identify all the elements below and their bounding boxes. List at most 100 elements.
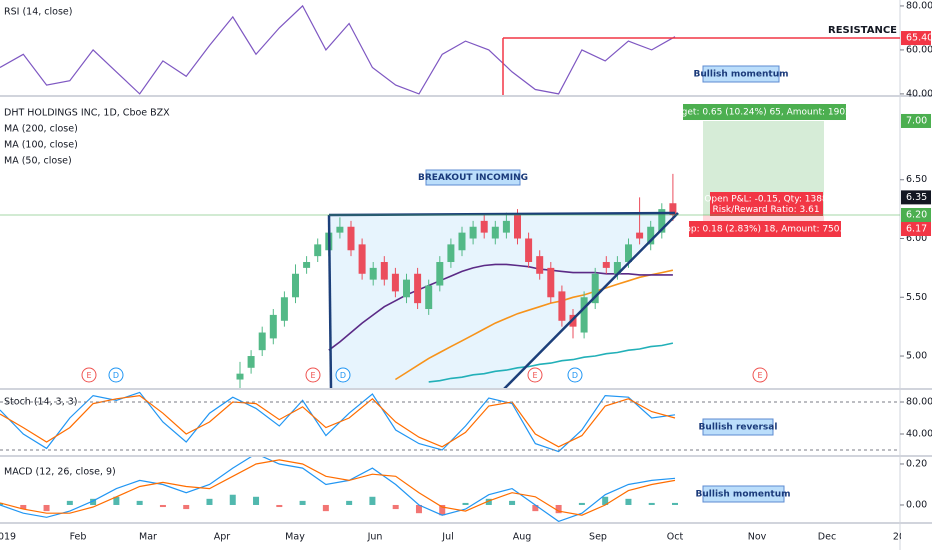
event-marker [81, 367, 97, 383]
histogram-bar [276, 504, 283, 508]
candle-body [280, 297, 288, 321]
candle-body [536, 256, 544, 274]
ma-legend: MA (200, close) [4, 124, 78, 135]
target-label-box [683, 104, 846, 120]
candle-body [425, 285, 433, 310]
histogram-bar [578, 502, 585, 505]
histogram-bar [509, 500, 516, 505]
candle-body [303, 262, 311, 268]
x-tick-label: Dec [818, 532, 836, 543]
pnl-label: Open P&L: -0.15, Qty: 1388 [704, 195, 828, 205]
candle-body [380, 262, 388, 280]
triangle-fill [329, 213, 675, 388]
histogram-bar [625, 498, 632, 505]
histogram-bar [253, 496, 260, 505]
axis-corner [901, 524, 932, 550]
histogram-bar [90, 498, 97, 505]
candle-body [658, 209, 666, 233]
candle-body [236, 373, 244, 380]
histogram-bar [532, 504, 539, 512]
event-label: E [757, 371, 762, 380]
event-marker [567, 367, 583, 383]
candle-body [591, 273, 599, 304]
annotation: Bullish reversal [699, 423, 778, 433]
x-tick-label: Oct [667, 532, 684, 543]
histogram-bar [322, 504, 329, 512]
histogram-bar [136, 500, 143, 505]
event-label: D [340, 371, 346, 380]
x-tick-label: 2019 [0, 532, 16, 543]
ma-legend: MA (50, close) [4, 156, 72, 167]
line [0, 457, 676, 522]
line [394, 269, 674, 381]
event-marker [752, 367, 768, 383]
event-label: E [532, 371, 537, 380]
candle-body [447, 244, 455, 263]
annotation: BREAKOUT INCOMING [418, 173, 528, 183]
x-tick-label: Jun [367, 532, 383, 543]
ma-legend: MA (100, close) [4, 140, 78, 151]
y-tick-label: 40.00 [906, 88, 932, 99]
candle-body [391, 273, 399, 292]
annotation: Bullish momentum [694, 70, 789, 80]
x-tick-label: Jul [441, 532, 453, 543]
annotation-box [702, 418, 774, 436]
histogram-bar [672, 502, 678, 505]
candle-body [514, 214, 521, 239]
candle-body [558, 291, 566, 321]
price-tag-label: 6.17 [906, 223, 927, 234]
y-tick-label: 80.00 [906, 397, 932, 408]
histogram-bar [20, 504, 27, 510]
histogram-bar [206, 498, 213, 505]
histogram-bar [183, 504, 190, 510]
stoch-legend: Stoch (14, 3, 3) [4, 397, 78, 408]
annotation: Bullish momentum [696, 490, 791, 500]
price-tag-label: 6.20 [906, 209, 927, 220]
event-marker [335, 367, 351, 383]
candle-body [369, 267, 377, 280]
event-label: D [113, 371, 119, 380]
price-tag-label: 6.35 [906, 192, 927, 203]
y-tick-label: 5.00 [906, 351, 927, 362]
annotation-box [702, 65, 780, 83]
candle-body [247, 356, 255, 368]
line [0, 459, 676, 516]
histogram-bar [113, 496, 120, 505]
x-tick-label: Feb [70, 532, 87, 543]
line [328, 263, 673, 351]
candle-body [458, 232, 466, 251]
histogram-bar [346, 500, 353, 505]
candle-body [414, 273, 422, 304]
rsi-legend: RSI (14, close) [4, 7, 72, 18]
y-tick-label: 0.00 [906, 499, 927, 510]
candle-body [580, 297, 588, 333]
histogram-bar [439, 504, 446, 516]
histogram-bar [602, 496, 609, 505]
stop-label: Stop: 0.18 (2.83%) 18, Amount: 750.16 [676, 225, 854, 235]
candle-body [636, 232, 644, 239]
y-tick-label: 60.00 [906, 44, 932, 55]
candle-body [625, 244, 632, 263]
price-tag [901, 190, 931, 205]
candle-body [403, 279, 410, 298]
histogram-bar [0, 502, 3, 505]
histogram-bar [159, 504, 166, 508]
candle-body [647, 226, 655, 245]
y-tick-label: 0.20 [906, 458, 927, 469]
macd-legend: MACD (12, 26, close, 9) [4, 467, 116, 478]
histogram-bar [299, 500, 306, 505]
candle-body [292, 273, 299, 298]
candle-body [669, 203, 677, 215]
candle-body [602, 262, 610, 268]
stop-label-box [689, 221, 841, 237]
price-tag-label: 7.00 [906, 115, 927, 126]
resistance-tag-label: 65.40 [906, 33, 932, 44]
histogram-bar [229, 494, 236, 505]
x-tick-label: Sep [589, 532, 607, 543]
event-label: E [310, 371, 315, 380]
resistance-tag [901, 31, 931, 46]
candle-body [547, 267, 555, 298]
annotation-box [702, 485, 785, 503]
candle-body [491, 226, 499, 239]
